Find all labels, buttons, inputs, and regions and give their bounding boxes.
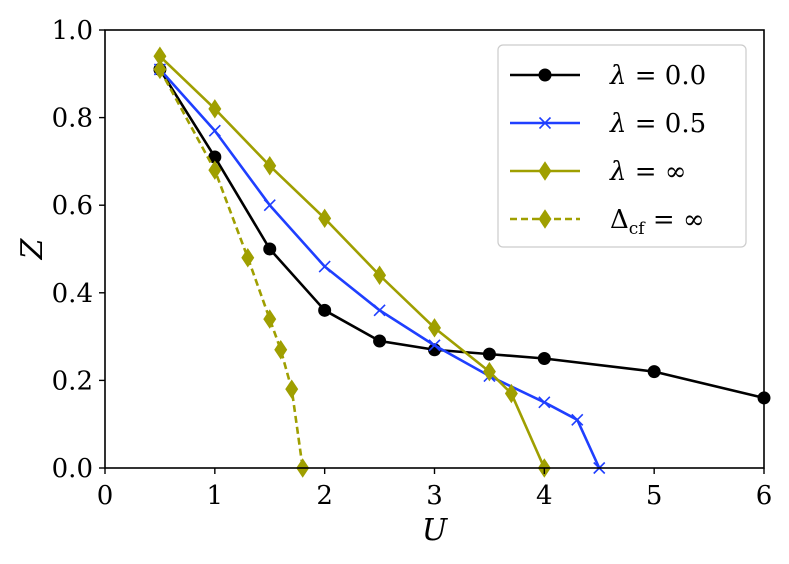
legend-item: λ = 0.5	[510, 109, 706, 139]
data-point	[208, 99, 222, 119]
data-point	[571, 413, 584, 426]
y-tick-label: 0.6	[52, 191, 93, 221]
data-point	[428, 318, 441, 338]
data-point	[274, 340, 288, 360]
data-point	[538, 161, 552, 181]
series-line	[159, 55, 546, 469]
legend-label: λ = ∞	[609, 157, 686, 187]
data-point	[538, 116, 552, 130]
data-point	[482, 361, 496, 382]
data-point	[153, 59, 167, 80]
plot-marks	[153, 46, 771, 478]
data-point	[263, 309, 277, 329]
data-point	[318, 303, 332, 317]
data-point	[318, 260, 331, 273]
legend-label: λ = 0.5	[609, 109, 706, 139]
y-tick-label: 1.0	[52, 16, 93, 46]
data-point	[285, 379, 299, 399]
data-point	[373, 304, 386, 317]
x-tick-label: 4	[536, 481, 553, 511]
data-point	[373, 334, 387, 348]
x-tick-label: 6	[756, 481, 773, 511]
legend-label: Δcf = ∞	[610, 205, 705, 239]
series-line	[158, 68, 601, 469]
data-point	[428, 339, 441, 352]
data-point	[482, 347, 496, 361]
data-point	[647, 365, 661, 379]
x-tick-label: 0	[97, 481, 114, 511]
series-line	[158, 68, 765, 400]
legend: λ = 0.0 λ = 0.5 λ = ∞ Δcf = ∞	[497, 44, 747, 248]
series-2	[153, 46, 551, 478]
y-axis-label: Z	[15, 237, 50, 260]
data-point	[504, 383, 518, 404]
x-tick-label: 2	[316, 481, 333, 511]
data-point	[241, 248, 255, 268]
legend-label: λ = 0.0	[609, 61, 706, 91]
data-point	[318, 208, 332, 229]
legend-box	[497, 44, 747, 248]
y-tick-label: 0.8	[52, 104, 93, 134]
axis-ticks: 0 1 2 3 4 5 6 0.0 0.2 0.4 0.6 0.8 1.0	[52, 16, 773, 511]
x-tick-label: 1	[207, 481, 224, 511]
data-point	[538, 68, 552, 82]
data-point	[208, 124, 221, 137]
data-point	[208, 160, 222, 180]
y-tick-label: 0.4	[52, 279, 93, 309]
data-point	[538, 209, 552, 229]
x-axis-label: U	[422, 513, 449, 548]
x-tick-label: 3	[426, 481, 443, 511]
data-point	[537, 352, 551, 365]
series-3	[153, 59, 310, 478]
data-point	[263, 156, 277, 176]
legend-item: Δcf = ∞	[510, 205, 705, 239]
legend-item: λ = 0.0	[510, 61, 706, 91]
y-tick-label: 0.0	[52, 454, 93, 484]
data-point	[373, 265, 387, 286]
series-0	[153, 62, 771, 405]
data-point	[538, 396, 551, 409]
series-line	[158, 68, 304, 469]
data-point	[263, 242, 277, 256]
legend-item: λ = ∞	[510, 157, 686, 187]
x-tick-label: 5	[646, 481, 663, 511]
y-tick-label: 0.2	[52, 366, 93, 396]
data-point	[263, 199, 276, 212]
